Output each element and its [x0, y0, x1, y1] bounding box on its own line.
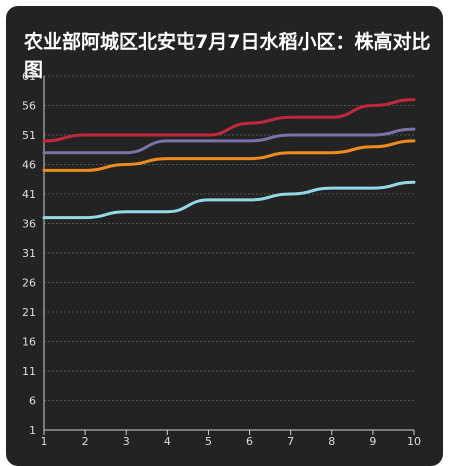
y-tick-label: 56	[22, 100, 36, 113]
x-tick-label: 3	[123, 435, 130, 446]
x-tick-label: 7	[287, 435, 294, 446]
x-tick-label: 10	[407, 435, 421, 446]
y-tick-label: 21	[22, 306, 36, 319]
y-tick-label: 36	[22, 218, 36, 231]
chart-title: 农业部阿城区北安屯7月7日水稻小区：株高对比图	[24, 31, 431, 81]
y-tick-label: 26	[22, 277, 36, 290]
y-tick-label: 41	[22, 188, 36, 201]
y-tick-label: 1	[29, 424, 36, 437]
y-tick-label: 16	[22, 336, 36, 349]
series-line-2	[42, 127, 416, 155]
x-tick-label: 9	[369, 435, 376, 446]
x-tick-label: 8	[328, 435, 335, 446]
y-tick-label: 11	[22, 365, 36, 378]
series-line-3	[42, 139, 416, 172]
chart-panel	[6, 6, 443, 466]
y-tick-label: 51	[22, 129, 36, 142]
x-tick-label: 2	[82, 435, 89, 446]
y-tick-label: 31	[22, 247, 36, 260]
x-tick-label: 4	[164, 435, 171, 446]
y-tick-label: 61	[22, 70, 36, 83]
x-tick-label: 5	[205, 435, 212, 446]
x-tick-label: 1	[41, 435, 48, 446]
y-tick-label: 6	[29, 395, 36, 408]
series-lines	[42, 98, 416, 220]
series-line-4	[42, 180, 416, 220]
x-axis: 1 2 3 4 5 6 7 8 9 10	[41, 429, 421, 446]
x-tick-label: 6	[246, 435, 253, 446]
y-tick-label: 46	[22, 159, 36, 172]
series-line-1	[42, 98, 416, 143]
